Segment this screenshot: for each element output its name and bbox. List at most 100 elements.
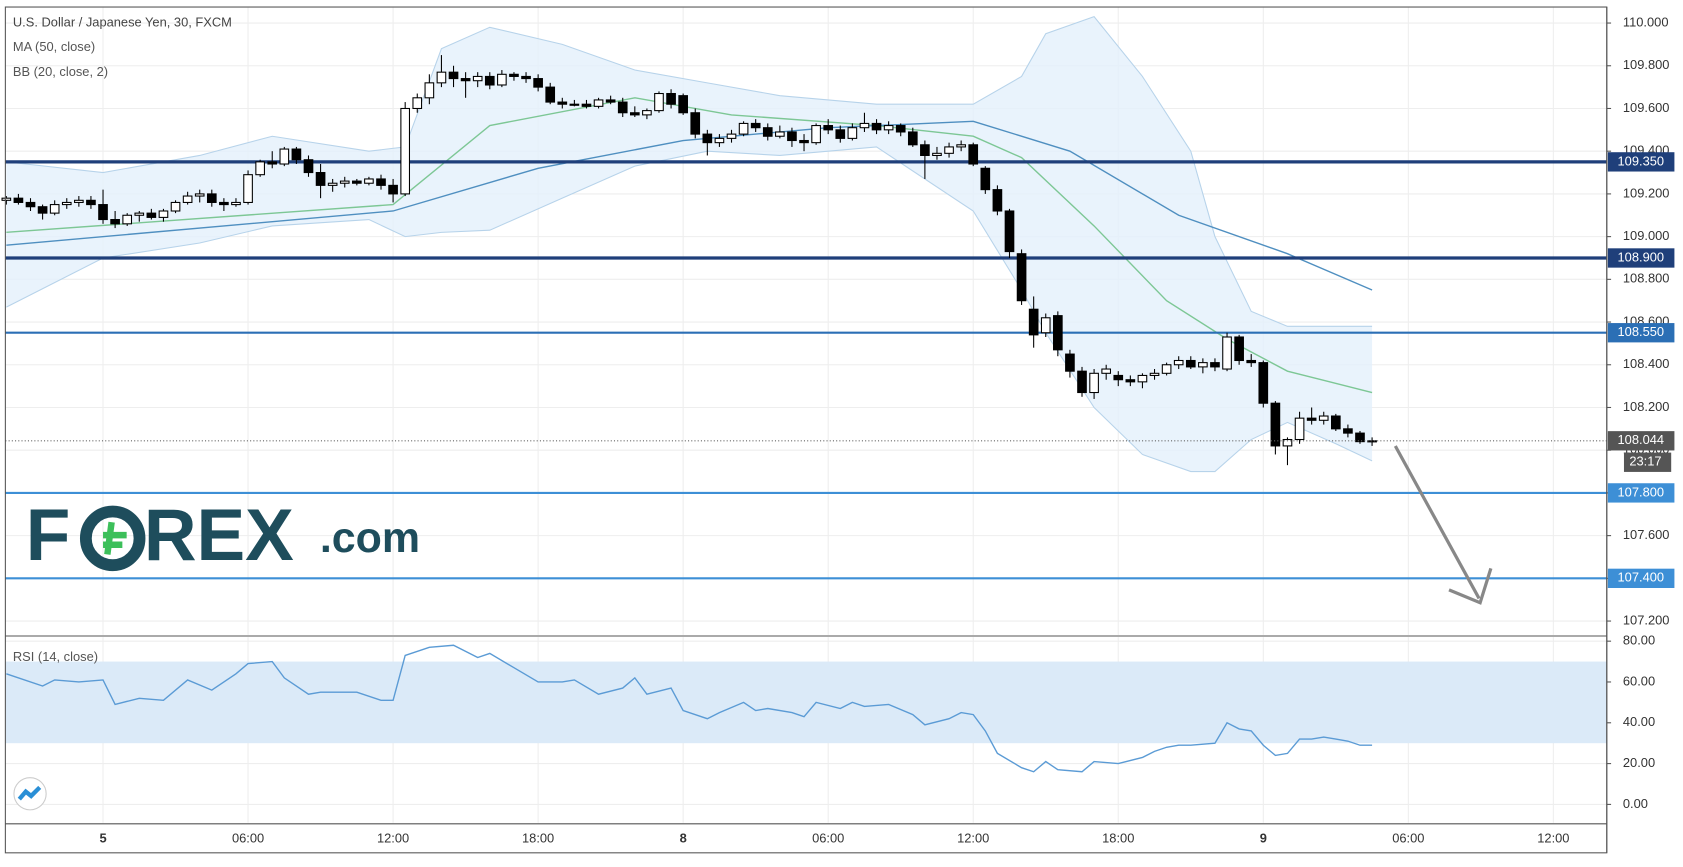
y-tick-label: 110.000 [1623, 14, 1669, 29]
candle-body [1198, 362, 1208, 368]
candle-body [799, 139, 809, 144]
y-tick-label: 107.200 [1623, 612, 1670, 627]
candle-body [243, 174, 253, 203]
candle-body [1004, 210, 1015, 253]
level-label-bg [1607, 152, 1675, 172]
candle-body [231, 201, 241, 206]
candle-body [1282, 438, 1293, 447]
y-tick-label: 109.800 [1623, 57, 1670, 72]
x-tick-label: 8 [680, 830, 687, 845]
arrow-shaft [1393, 445, 1481, 600]
candle-body [762, 127, 773, 137]
rsi-tick-label: 80.00 [1623, 633, 1655, 648]
candle-body [339, 180, 350, 184]
rsi-legend: RSI (14, close) [13, 649, 98, 664]
candle-body [170, 201, 181, 212]
candle-body [992, 189, 1003, 212]
rsi-line [6, 644, 1373, 773]
countdown-bg [1623, 452, 1672, 472]
x-tick-label: 5 [99, 830, 106, 845]
candle-body [1137, 374, 1148, 383]
chart-title: U.S. Dollar / Japanese Yen, 30, FXCM [13, 15, 232, 30]
candle-body [1161, 364, 1172, 374]
candle-body [1343, 428, 1353, 434]
candle-body [1270, 402, 1281, 447]
candle-body [37, 206, 48, 214]
candle-body [61, 201, 72, 206]
candle-body [811, 125, 821, 144]
candle-body [581, 103, 592, 107]
candle-body [1173, 359, 1184, 366]
bb-band [6, 16, 1373, 472]
candle-body [871, 122, 882, 131]
candle-body [146, 212, 157, 218]
x-tick-label: 06:00 [232, 830, 264, 845]
candle-body [98, 204, 108, 221]
candle-body [134, 212, 145, 216]
candle-body [460, 78, 471, 82]
x-tick-label: 06:00 [812, 830, 844, 845]
candle-body [1306, 417, 1317, 421]
candle-body [352, 180, 362, 184]
level-label-bg [1607, 568, 1675, 588]
x-tick-label: 12:00 [377, 830, 409, 845]
y-tick-label: 108.800 [1623, 271, 1670, 286]
candle-body [1065, 353, 1075, 372]
candle-body [980, 167, 991, 191]
logo-o [79, 505, 146, 572]
x-tick-label: 12:00 [1537, 830, 1569, 845]
candle-body [1185, 359, 1196, 368]
candle-body [509, 73, 519, 77]
candle-body [279, 148, 290, 165]
candle-body [1016, 253, 1027, 302]
candle-body [907, 131, 918, 146]
candle-body [49, 204, 60, 214]
logo: F REX .com [26, 495, 420, 576]
candle-body [569, 103, 580, 106]
candle-body [1089, 372, 1099, 394]
candle-body [1222, 336, 1232, 370]
candle-body [738, 122, 749, 135]
y-tick-label: 108.200 [1623, 399, 1670, 414]
candle-body [400, 107, 411, 195]
candle-body [86, 199, 96, 206]
candle-body [25, 201, 36, 208]
candle-body [1355, 432, 1365, 443]
y-tick-label: 108.400 [1623, 356, 1670, 371]
candle-body [775, 131, 785, 137]
level-label-bg [1607, 248, 1675, 268]
rsi-tick-label: 60.00 [1623, 673, 1655, 688]
candle-body [110, 218, 120, 225]
candle-body [956, 144, 966, 148]
candle-body [533, 78, 543, 88]
y-tick-label: 109.600 [1623, 100, 1670, 115]
candle-body [787, 131, 797, 142]
candle-body [315, 172, 326, 186]
candle-body [545, 86, 556, 103]
level-label-bg [1607, 483, 1675, 503]
level-label: 109.350 [1618, 153, 1665, 168]
candle-body [206, 193, 217, 203]
candle-body [182, 195, 193, 203]
x-tick-label: 18:00 [522, 830, 554, 845]
candle-body [1113, 374, 1124, 381]
candle-body [932, 152, 942, 156]
logo-text: REX [144, 495, 294, 576]
candle-body [74, 199, 84, 203]
candle-body [291, 148, 302, 161]
candle-body [1125, 379, 1136, 383]
forecast-arrow [1393, 445, 1493, 605]
candle-body [1294, 417, 1305, 441]
candle-body [267, 161, 278, 165]
candle-body [1028, 308, 1039, 336]
candle-body [629, 112, 640, 116]
candle-body [412, 97, 423, 110]
logo-suffix: .com [320, 514, 420, 562]
rsi-tick-label: 20.00 [1623, 755, 1655, 770]
level-label: 108.550 [1618, 324, 1665, 339]
x-tick-label: 18:00 [1102, 830, 1134, 845]
candle-body [1318, 415, 1329, 421]
candle-body [219, 201, 229, 206]
